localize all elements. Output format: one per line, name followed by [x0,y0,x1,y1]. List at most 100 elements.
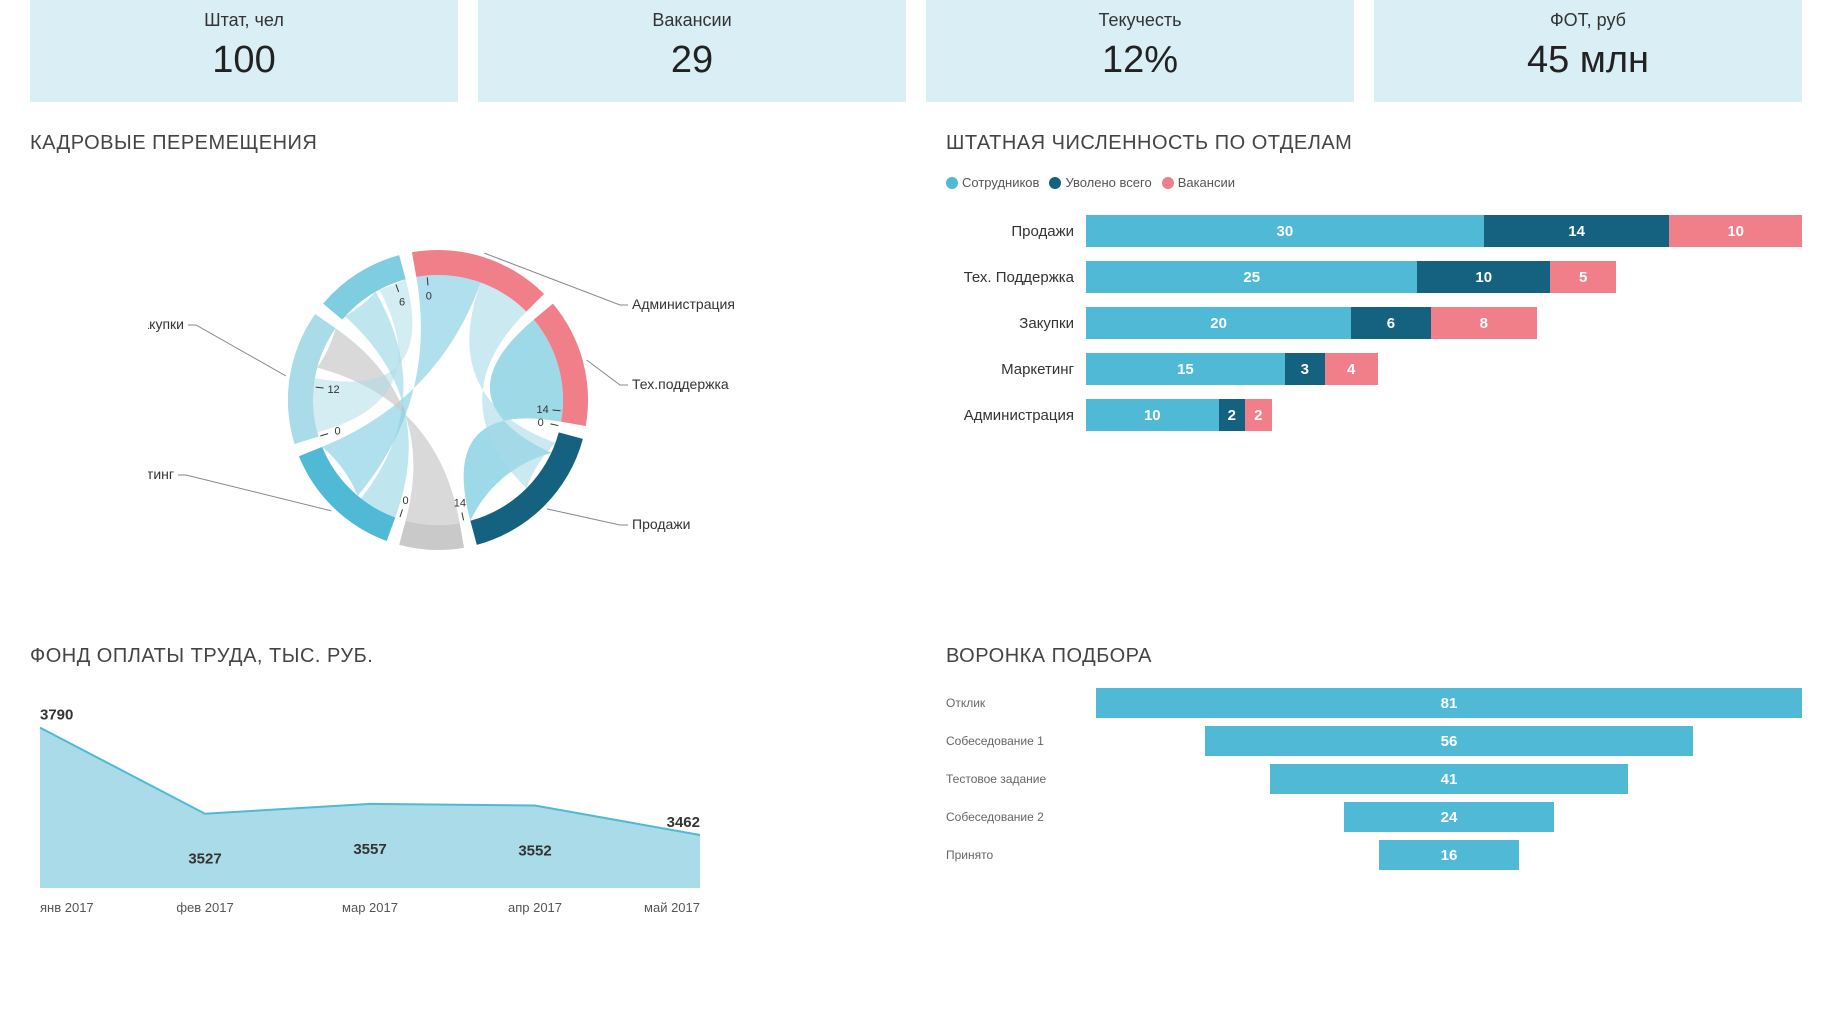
hbar-segment: 4 [1325,353,1378,385]
chord-node-label: Продажи [632,516,690,532]
funnel-bar: 24 [1344,802,1553,832]
funnel-section: ВОРОНКА ПОДБОРА Отклик81Собеседование 15… [946,645,1802,923]
funnel-bar: 41 [1270,764,1627,794]
funnel-bar: 56 [1205,726,1693,756]
funnel-label: Тестовое задание [946,772,1096,786]
funnel-track: 24 [1096,802,1802,832]
hbar-segment: 6 [1351,307,1431,339]
hbar-row: Маркетинг1534 [946,353,1802,385]
chord-node-label: Маркетинг [148,466,174,482]
kpi-card: Текучесть 12% [926,0,1354,102]
kpi-card: ФОТ, руб 45 млн [1374,0,1802,102]
chord-tick-label: 0 [426,290,432,302]
hbar-segment: 15 [1086,353,1285,385]
hbar-segment: 2 [1219,399,1246,431]
area-title: ФОНД ОПЛАТЫ ТРУДА, ТЫС. РУБ. [30,645,886,668]
area-value-label: 3557 [353,841,386,858]
hbar-segment: 30 [1086,215,1484,247]
area-section: ФОНД ОПЛАТЫ ТРУДА, ТЫС. РУБ. 3790янв 201… [30,645,886,923]
chord-tick-label: 0 [335,426,341,438]
hbar-track: 25105 [1086,261,1802,293]
funnel-label: Собеседование 2 [946,810,1096,824]
hbar-segment: 10 [1417,261,1550,293]
legend-dot [1049,177,1061,189]
chord-node-label: Администрация [632,296,735,312]
kpi-label: ФОТ, руб [1374,10,1802,31]
chord-tick-label: 0 [402,495,408,507]
hbar-segment: 20 [1086,307,1351,339]
hbar-track: 1534 [1086,353,1802,385]
chord-tick [427,277,428,285]
funnel-track: 81 [1096,688,1802,718]
legend-label: Уволено всего [1065,175,1151,190]
legend-item: Уволено всего [1049,175,1151,190]
hbar-segment: 3 [1285,353,1325,385]
legend-item: Вакансии [1162,175,1235,190]
kpi-row: Штат, чел100Вакансии29Текучесть12%ФОТ, р… [30,0,1802,102]
funnel-track: 56 [1096,726,1802,756]
hbar-label: Продажи [946,223,1086,240]
area-x-label: янв 2017 [40,900,94,915]
funnel-row: Отклик81 [946,688,1802,718]
chord-tick [320,434,328,436]
chord-tick [553,410,561,411]
chord-title: КАДРОВЫЕ ПЕРЕМЕЩЕНИЯ [30,132,886,155]
funnel-row: Тестовое задание 41 [946,764,1802,794]
kpi-label: Вакансии [478,10,906,31]
area-x-label: май 2017 [644,900,700,915]
chord-tick [550,424,558,426]
funnel-label: Принято [946,848,1096,862]
hbar-segment: 10 [1669,215,1802,247]
funnel-track: 16 [1096,840,1802,870]
chord-tick-label: 14 [536,404,548,416]
hbar-label: Тех. Поддержка [946,269,1086,286]
chord-tick-label: 0 [538,417,544,429]
kpi-value: 29 [478,39,906,82]
chord-arc [399,521,464,550]
dashboard-grid: КАДРОВЫЕ ПЕРЕМЕЩЕНИЯ Администрация0Тех.п… [30,132,1802,923]
legend-dot [946,177,958,189]
hbar-segment: 2 [1245,399,1272,431]
kpi-value: 45 млн [1374,39,1802,82]
area-fill [40,728,700,888]
legend-label: Сотрудников [962,175,1039,190]
chord-section: КАДРОВЫЕ ПЕРЕМЕЩЕНИЯ Администрация0Тех.п… [30,132,886,605]
chord-leader [547,509,628,525]
area-value-label: 3552 [518,843,551,860]
funnel-bar: 81 [1096,688,1802,718]
hbar-segment: 25 [1086,261,1417,293]
stacked-legend: Сотрудников Уволено всего Вакансии [946,175,1802,190]
area-value-label: 3527 [188,851,221,868]
funnel-label: Отклик [946,696,1096,710]
chord-node-label: Закупки [148,316,184,332]
chord-leader [178,475,331,511]
area-x-label: фев 2017 [176,900,233,915]
hbar-row: Тех. Поддержка25105 [946,261,1802,293]
kpi-value: 12% [926,39,1354,82]
legend-label: Вакансии [1178,175,1235,190]
area-chart: 3790янв 20173527фев 20173557мар 20173552… [30,688,886,923]
funnel-label: Собеседование 1 [946,734,1096,748]
chord-leader [188,325,286,376]
chord-tick [400,509,402,517]
funnel-bar: 16 [1379,840,1518,870]
funnel-row: Собеседование 2 24 [946,802,1802,832]
hbar-row: Закупки2068 [946,307,1802,339]
chord-tick-label: 6 [399,296,405,308]
funnel-chart: Отклик81 Собеседование 1 56 Тестовое задани… [946,688,1802,870]
legend-item: Сотрудников [946,175,1039,190]
funnel-row: Собеседование 1 56 [946,726,1802,756]
area-x-label: мар 2017 [342,900,398,915]
stacked-bars: Продажи301410Тех. Поддержка25105Закупки2… [946,215,1802,431]
stacked-section: ШТАТНАЯ ЧИСЛЕННОСТЬ ПО ОТДЕЛАМ Сотрудник… [946,132,1802,605]
funnel-row: Принято 16 [946,840,1802,870]
chord-chart: Администрация0Тех.поддержка14Продажи014М… [30,175,886,605]
kpi-value: 100 [30,39,458,82]
funnel-track: 41 [1096,764,1802,794]
legend-dot [1162,177,1174,189]
chord-tick-label: 14 [454,498,466,510]
kpi-label: Текучесть [926,10,1354,31]
chord-tick [462,512,464,520]
hbar-segment: 5 [1550,261,1616,293]
hbar-row: Администрация1022 [946,399,1802,431]
